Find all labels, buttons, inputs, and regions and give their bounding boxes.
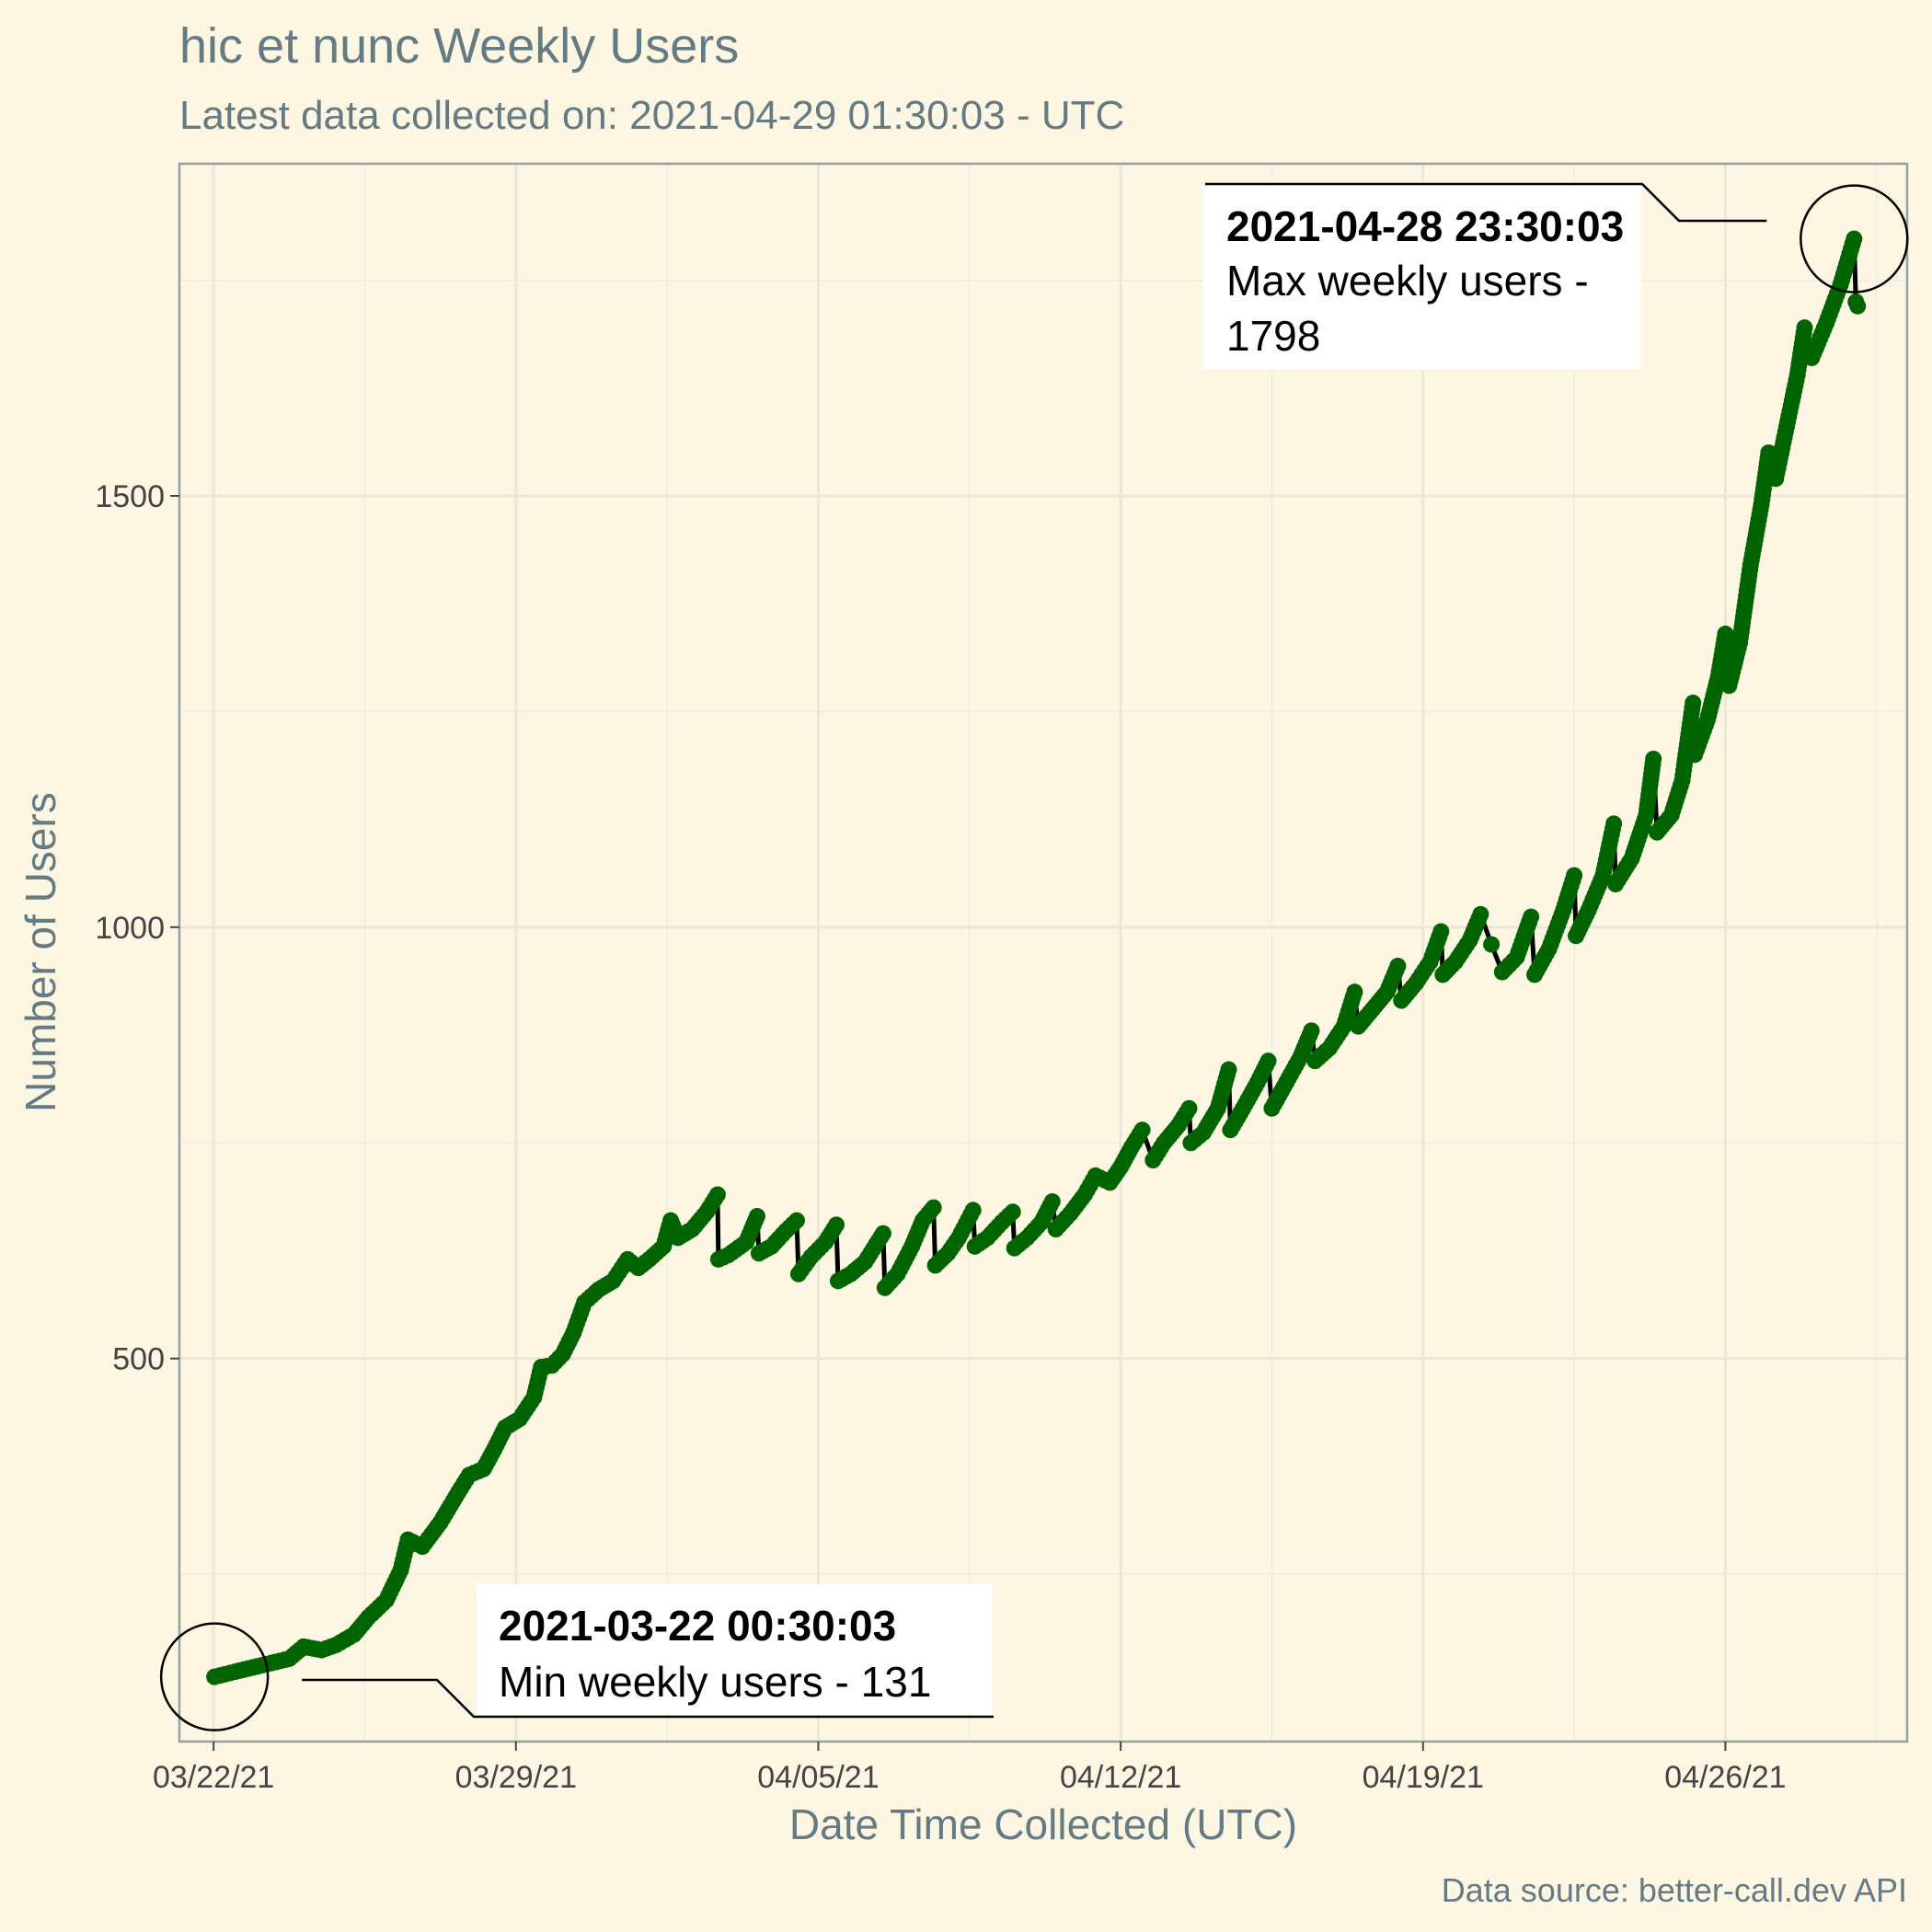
annotation-max-text: 1798 xyxy=(1226,312,1320,360)
axis-ticks: 03/22/21 03/29/21 04/05/21 04/12/21 04/19/21… xyxy=(95,479,1786,1795)
annotation-max-title: 2021-04-28 23:30:03 xyxy=(1226,202,1624,250)
annotation-label-box xyxy=(1203,186,1640,370)
data-point xyxy=(1605,815,1623,833)
data-point xyxy=(925,1199,942,1216)
x-tick-label: 04/26/21 xyxy=(1664,1760,1786,1795)
data-point xyxy=(1303,1022,1320,1040)
data-point xyxy=(1523,908,1540,926)
data-point xyxy=(1717,626,1734,643)
chart-title: hic et nunc Weekly Users xyxy=(179,18,739,74)
annotation-leader-line xyxy=(1205,182,1767,223)
annotation-label-box xyxy=(477,1584,992,1715)
data-point xyxy=(1472,905,1489,923)
y-axis-title: Number of Users xyxy=(17,792,64,1112)
data-point xyxy=(1566,867,1583,884)
y-tick-label: 500 xyxy=(112,1342,165,1377)
annotation-circle xyxy=(1800,184,1909,293)
data-point xyxy=(1180,1099,1198,1117)
data-layer xyxy=(206,230,1867,1685)
data-point xyxy=(748,1207,765,1225)
data-point xyxy=(1645,750,1662,767)
gridlines xyxy=(179,164,1907,1742)
x-tick-label: 04/19/21 xyxy=(1363,1760,1484,1795)
data-point xyxy=(1043,1193,1061,1211)
chart-subtitle: Latest data collected on: 2021-04-29 01:… xyxy=(179,93,1124,138)
data-point xyxy=(1849,297,1867,315)
annotation-min-title: 2021-03-22 00:30:03 xyxy=(499,1602,896,1650)
data-source-caption: Data source: better-call.dev API xyxy=(1442,1871,1907,1909)
data-point xyxy=(828,1216,845,1234)
data-point xyxy=(1483,936,1501,953)
annotations: 2021-04-28 23:30:03 Max weekly users - 179… xyxy=(159,182,1909,1731)
data-point xyxy=(964,1202,982,1219)
y-tick-label: 1500 xyxy=(95,479,165,514)
data-point xyxy=(874,1225,891,1242)
series-line xyxy=(213,236,1860,1680)
data-point xyxy=(1685,695,1702,712)
data-point xyxy=(1220,1061,1237,1078)
annotation-leader-line xyxy=(302,1678,994,1719)
data-point xyxy=(1389,958,1407,975)
plot-border xyxy=(178,162,1909,1743)
annotation-circle xyxy=(159,1622,270,1731)
x-tick-label: 03/29/21 xyxy=(455,1760,577,1795)
x-axis-title: Date Time Collected (UTC) xyxy=(789,1800,1297,1848)
data-point xyxy=(1259,1052,1277,1070)
x-tick-label: 03/22/21 xyxy=(153,1760,274,1795)
annotation-max-text: Max weekly users - xyxy=(1226,257,1589,305)
data-point xyxy=(1133,1121,1151,1139)
data-point xyxy=(1346,983,1363,1001)
data-point xyxy=(1846,230,1863,247)
annotation-min-text: Min weekly users - 131 xyxy=(499,1658,931,1706)
data-point xyxy=(788,1212,805,1229)
data-point xyxy=(1796,319,1813,337)
y-tick-label: 1000 xyxy=(95,911,165,946)
x-tick-label: 04/05/21 xyxy=(757,1760,879,1795)
x-tick-label: 04/12/21 xyxy=(1060,1760,1181,1795)
data-point xyxy=(1004,1203,1021,1221)
data-point xyxy=(1432,923,1450,940)
data-point xyxy=(708,1186,726,1203)
